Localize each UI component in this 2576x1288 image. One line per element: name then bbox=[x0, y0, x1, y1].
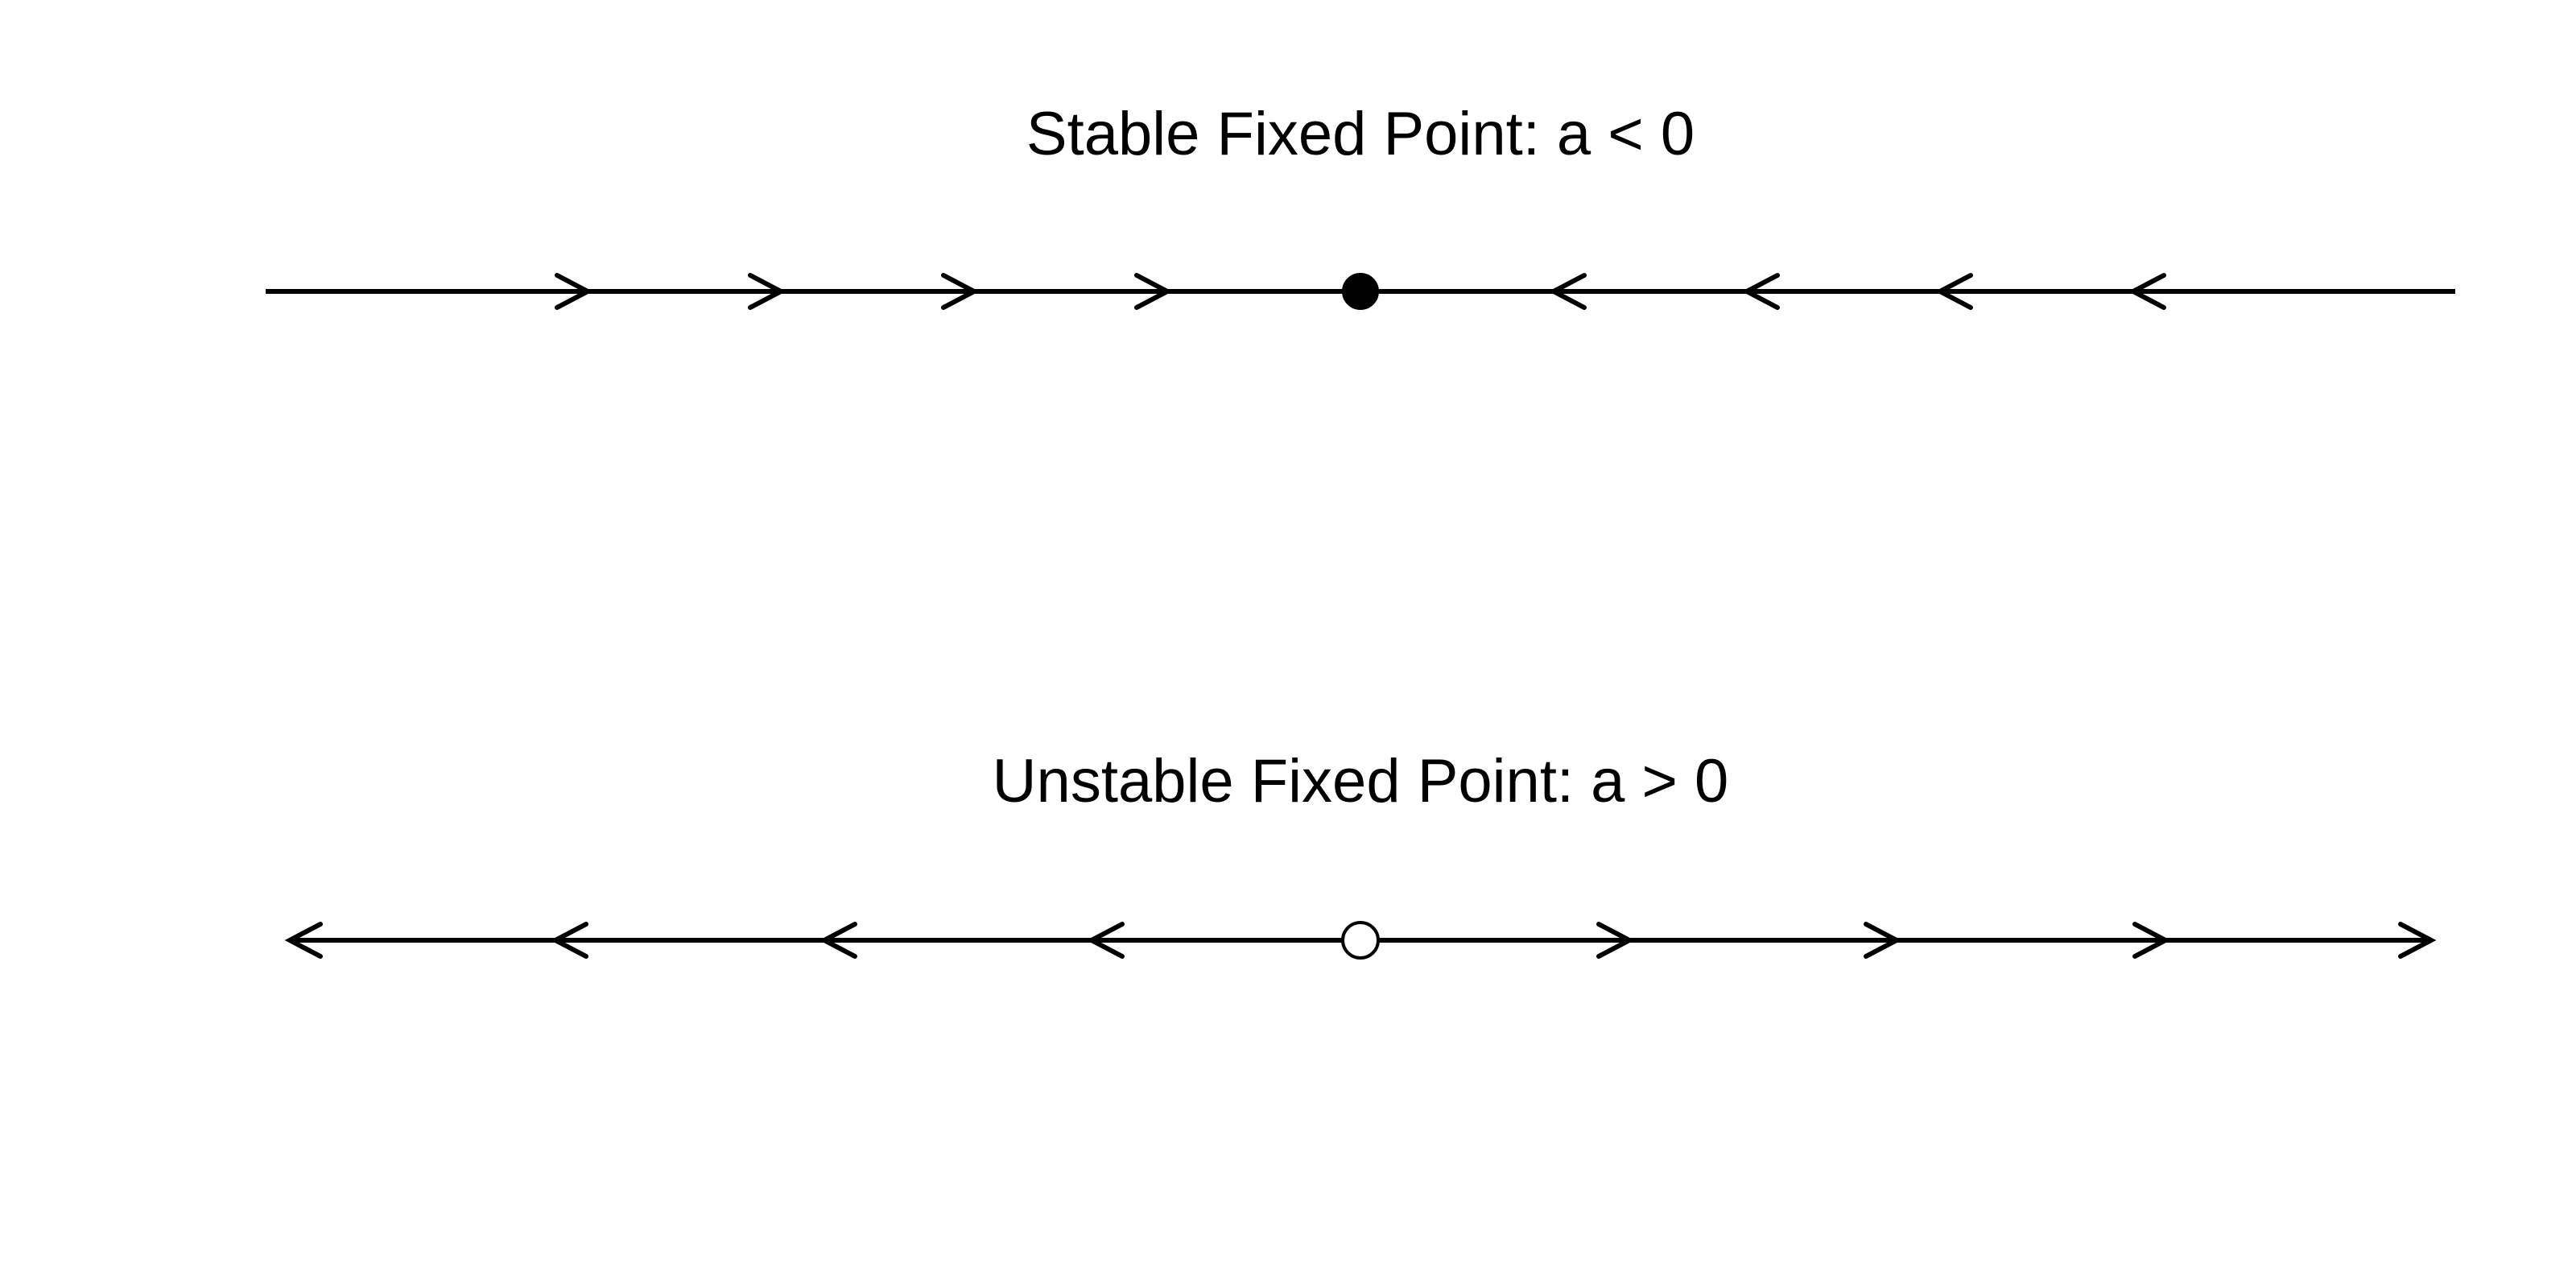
flow-arrow-left bbox=[1934, 273, 1973, 310]
flow-arrow-left bbox=[819, 922, 857, 959]
flow-arrow-right bbox=[2132, 922, 2171, 959]
flow-arrow-left bbox=[1548, 273, 1587, 310]
flow-arrow-left bbox=[1741, 273, 1780, 310]
flow-arrow-right bbox=[941, 273, 980, 310]
flow-arrow-right bbox=[2398, 922, 2437, 959]
stable-panel: Stable Fixed Point: a < 0 bbox=[266, 100, 2455, 310]
flow-arrow-right bbox=[555, 273, 593, 310]
flow-arrow-left bbox=[284, 922, 323, 959]
unstable-panel-title: Unstable Fixed Point: a > 0 bbox=[993, 747, 1729, 815]
flow-arrow-left bbox=[2128, 273, 2166, 310]
stable-fixed-point bbox=[1342, 273, 1379, 310]
flow-arrow-left bbox=[1086, 922, 1125, 959]
unstable-fixed-point bbox=[1341, 921, 1380, 960]
unstable-panel: Unstable Fixed Point: a > 0 bbox=[284, 747, 2437, 960]
flow-arrow-right bbox=[748, 273, 786, 310]
flow-arrow-left bbox=[550, 922, 588, 959]
stable-panel-title: Stable Fixed Point: a < 0 bbox=[1026, 100, 1695, 168]
unstable-flow-arrows bbox=[284, 922, 2437, 959]
flow-arrow-right bbox=[1134, 273, 1173, 310]
flow-arrow-right bbox=[1864, 922, 1902, 959]
stable-flow-arrows bbox=[555, 273, 2166, 310]
flow-arrow-right bbox=[1596, 922, 1635, 959]
